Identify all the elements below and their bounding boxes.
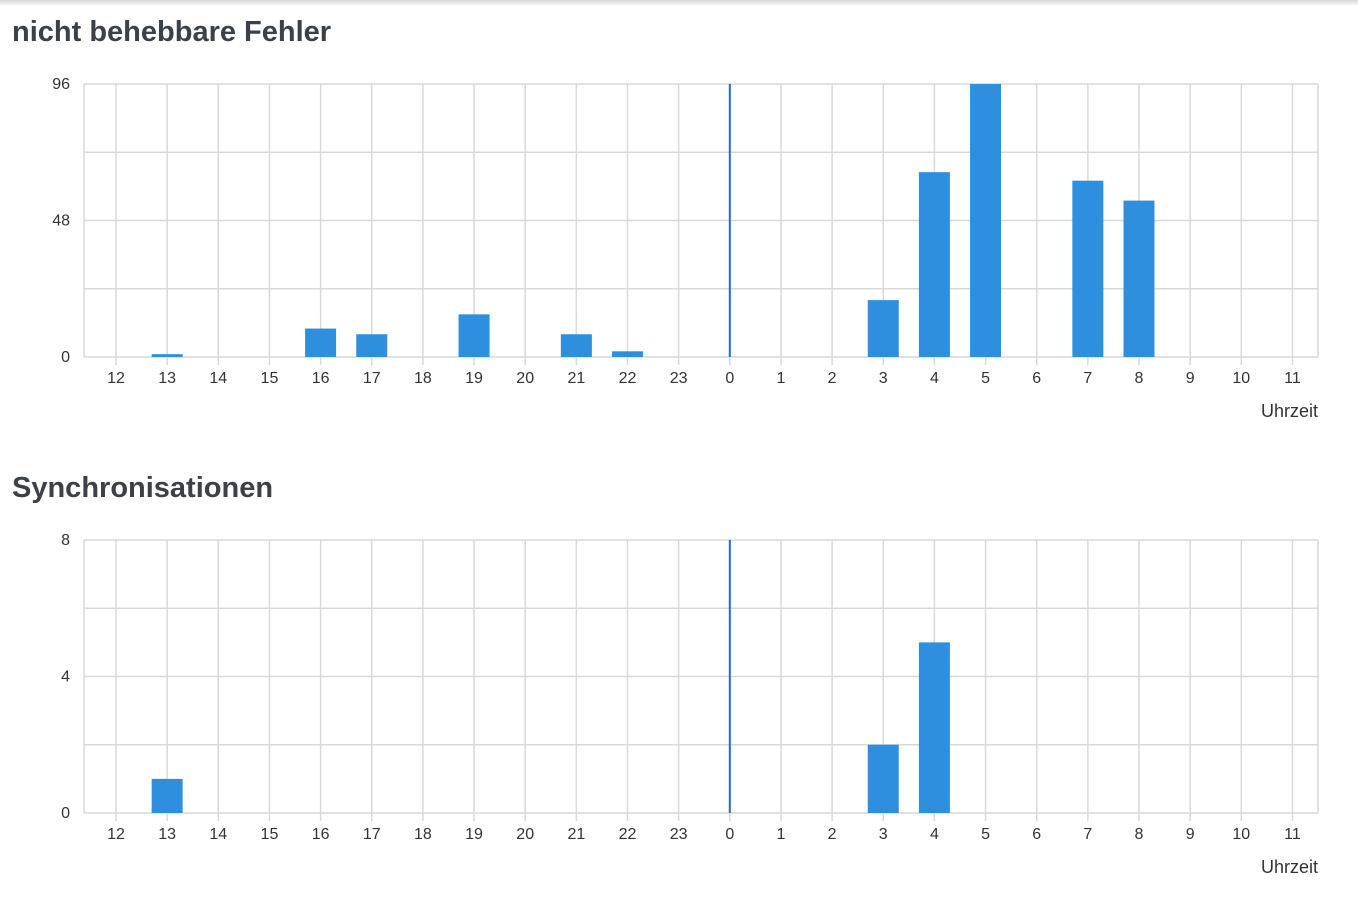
x-tick-label: 10 [1232,826,1250,843]
x-tick-label: 22 [619,370,637,387]
bar-3 [867,300,899,357]
x-tick-label: 6 [1032,826,1041,843]
x-tick-label: 9 [1186,826,1195,843]
y-tick-label: 48 [52,213,70,230]
x-tick-label: 13 [158,826,176,843]
x-tick-label: 21 [567,826,585,843]
x-tick-label: 23 [670,370,688,387]
x-tick-label: 8 [1135,826,1144,843]
y-tick-label: 0 [61,349,70,366]
x-tick-label: 18 [414,370,432,387]
x-tick-label: 22 [619,826,637,843]
x-axis-title: Uhrzeit [1261,401,1318,421]
x-tick-label: 10 [1232,370,1250,387]
y-tick-label: 8 [61,532,70,549]
x-tick-label: 16 [312,370,330,387]
x-tick-label: 6 [1032,370,1041,387]
x-tick-label: 23 [670,826,688,843]
x-tick-label: 2 [828,370,837,387]
x-tick-label: 1 [776,370,785,387]
x-tick-label: 15 [261,826,279,843]
x-tick-label: 0 [725,370,734,387]
x-tick-label: 20 [516,826,534,843]
x-tick-label: 3 [879,370,888,387]
x-tick-label: 9 [1186,370,1195,387]
chart-title: nicht behebbare Fehler [12,16,332,48]
x-axis-title: Uhrzeit [1261,857,1318,877]
bar-22 [612,351,643,357]
x-tick-label: 4 [930,826,939,843]
x-tick-label: 18 [414,826,432,843]
x-tick-label: 5 [981,370,990,387]
bar-19 [458,314,490,357]
x-tick-label: 20 [516,370,534,387]
x-tick-label: 19 [465,826,483,843]
y-tick-label: 4 [61,669,70,686]
top-shadow [0,0,1358,6]
bar-7 [1072,180,1104,357]
bar-16 [305,328,337,357]
bar-13 [151,778,183,813]
x-tick-label: 12 [107,826,125,843]
x-tick-label: 15 [261,370,279,387]
x-tick-label: 14 [209,370,227,387]
x-tick-label: 12 [107,370,125,387]
bar-5 [970,84,1002,357]
x-tick-label: 13 [158,370,176,387]
x-tick-label: 0 [725,826,734,843]
x-tick-label: 2 [828,826,837,843]
y-tick-label: 0 [61,805,70,822]
bar-8 [1123,200,1155,357]
x-tick-label: 14 [209,826,227,843]
x-tick-label: 17 [363,370,381,387]
x-tick-label: 19 [465,370,483,387]
x-tick-label: 11 [1284,826,1301,843]
chart-title: Synchronisationen [12,472,274,504]
x-tick-label: 4 [930,370,939,387]
bar-13 [151,354,183,357]
bar-21 [560,334,592,357]
y-tick-label: 96 [52,76,70,93]
x-tick-label: 7 [1083,826,1092,843]
x-tick-label: 3 [879,826,888,843]
x-tick-label: 1 [776,826,785,843]
bar-3 [867,744,899,813]
x-tick-label: 21 [567,370,585,387]
bar-4 [918,642,950,813]
x-tick-label: 7 [1083,370,1092,387]
x-tick-label: 5 [981,826,990,843]
bar-17 [356,334,388,357]
bar-4 [918,172,950,357]
x-tick-label: 8 [1135,370,1144,387]
x-tick-label: 17 [363,826,381,843]
x-tick-label: 16 [312,826,330,843]
x-tick-label: 11 [1284,370,1301,387]
